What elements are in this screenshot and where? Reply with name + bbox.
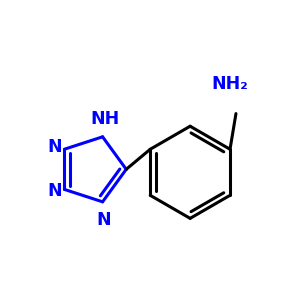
Text: NH₂: NH₂: [212, 75, 248, 93]
Text: N: N: [48, 138, 62, 156]
Text: N: N: [48, 182, 62, 200]
Text: NH: NH: [90, 110, 120, 128]
Text: N: N: [97, 211, 111, 229]
